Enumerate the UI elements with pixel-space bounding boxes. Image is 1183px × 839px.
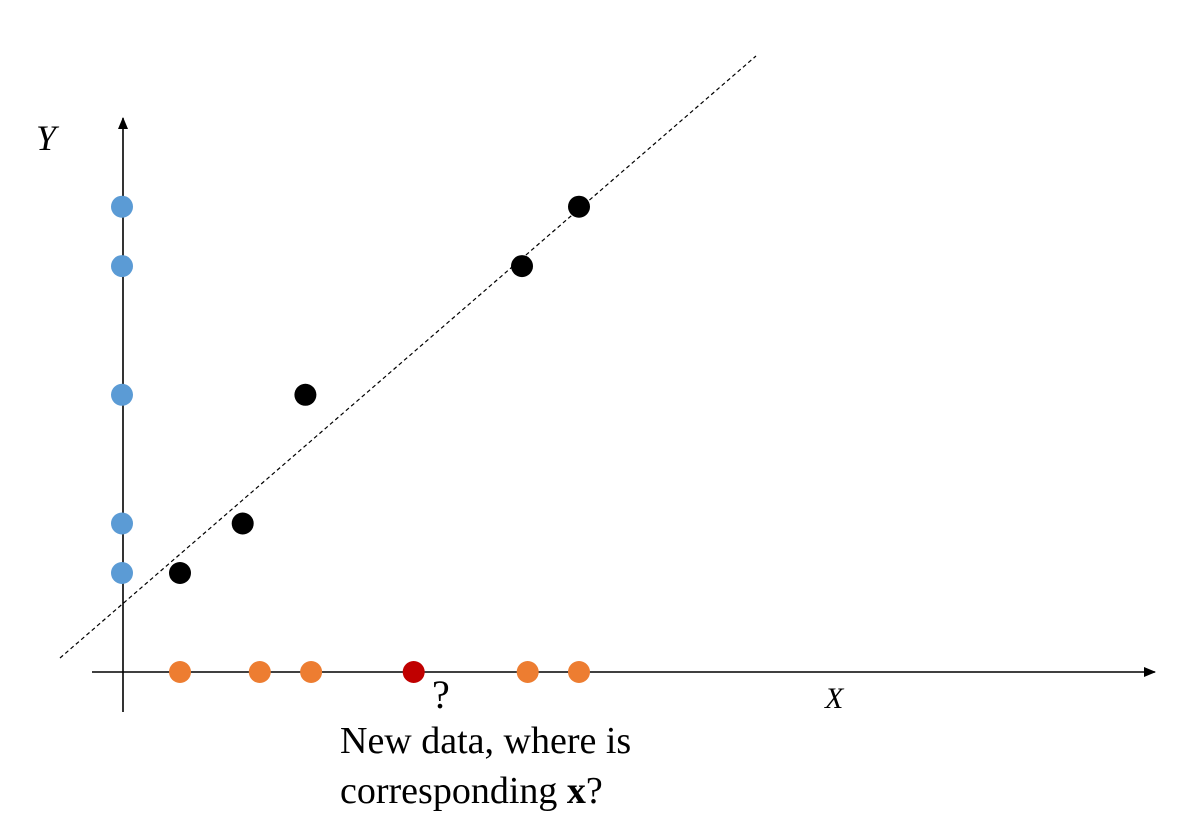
- caption-line-2-bold: x: [567, 770, 586, 812]
- y-projection-point-0: [111, 562, 133, 584]
- question-mark: ?: [432, 672, 450, 717]
- y-projection-point-3: [111, 255, 133, 278]
- x-axis-label: X: [824, 682, 845, 715]
- data-point-1: [231, 512, 254, 535]
- y-projection-point-1: [111, 512, 133, 535]
- caption-line-2-prefix: corresponding: [340, 770, 567, 812]
- data-point-0: [169, 562, 191, 584]
- y-projection-point-2: [111, 383, 133, 406]
- x-projection-point-0: [169, 661, 191, 683]
- y-projection-point-4: [111, 195, 133, 218]
- x-projection-point-3: [516, 661, 539, 683]
- regression-fit-line: [59, 55, 757, 659]
- data-point-4: [568, 195, 590, 218]
- new-data-point: [402, 661, 425, 683]
- data-point-2: [294, 383, 317, 406]
- x-projection-point-2: [300, 661, 323, 683]
- caption-line-1: New data, where is: [340, 720, 631, 762]
- caption-line-2: corresponding x?: [340, 770, 603, 812]
- points-layer: [111, 195, 590, 683]
- x-projection-point-4: [568, 661, 590, 683]
- y-axis-label: Y: [36, 118, 60, 158]
- caption-line-2-suffix: ?: [586, 770, 603, 812]
- data-point-3: [511, 255, 533, 278]
- x-projection-point-1: [248, 661, 271, 683]
